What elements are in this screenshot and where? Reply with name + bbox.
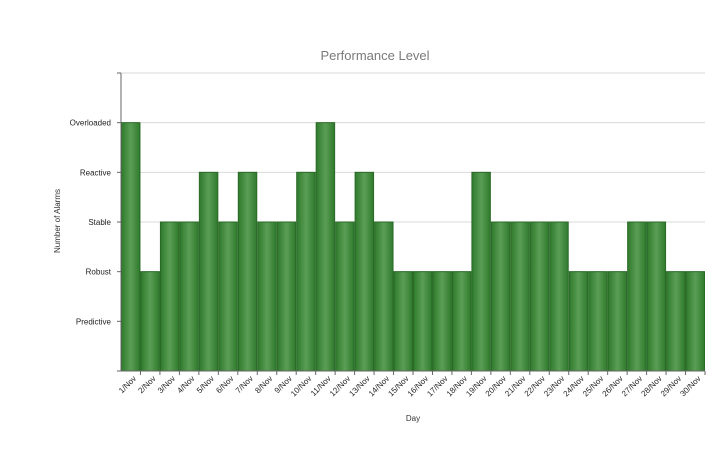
x-tick-label: 8/Nov bbox=[253, 374, 274, 395]
bar[interactable] bbox=[413, 271, 433, 372]
bar[interactable] bbox=[121, 122, 141, 372]
x-tick-label: 12/Nov bbox=[328, 374, 352, 398]
bar[interactable] bbox=[354, 171, 375, 372]
x-tick-label: 29/Nov bbox=[659, 374, 683, 398]
x-tick-label: 28/Nov bbox=[639, 374, 663, 398]
bar[interactable] bbox=[510, 221, 530, 372]
bar[interactable] bbox=[529, 221, 550, 372]
bar[interactable] bbox=[374, 221, 394, 372]
x-tick-label: 6/Nov bbox=[214, 374, 235, 395]
bar[interactable] bbox=[607, 271, 628, 372]
bar[interactable] bbox=[335, 221, 355, 372]
bar[interactable] bbox=[549, 221, 569, 372]
x-tick-label: 10/Nov bbox=[289, 374, 313, 398]
x-tick-label: 13/Nov bbox=[347, 374, 371, 398]
bar[interactable] bbox=[471, 171, 491, 372]
bar[interactable] bbox=[179, 221, 199, 372]
x-tick-label: 23/Nov bbox=[542, 374, 566, 398]
bar[interactable] bbox=[451, 271, 472, 372]
x-tick-label: 20/Nov bbox=[484, 374, 508, 398]
x-axis-label: Day bbox=[406, 414, 420, 423]
bars bbox=[121, 122, 705, 372]
axes bbox=[117, 72, 706, 375]
x-tick-label: 5/Nov bbox=[195, 374, 216, 395]
x-tick-label: 18/Nov bbox=[445, 374, 469, 398]
bar[interactable] bbox=[490, 221, 511, 372]
y-tick-label: Overloaded bbox=[70, 119, 111, 128]
y-tick-labels: Predictive Robust Stable Reactive Overloaded bbox=[70, 119, 112, 327]
x-tick-label: 25/Nov bbox=[581, 374, 605, 398]
x-tick-label: 26/Nov bbox=[601, 374, 625, 398]
y-tick-label: Stable bbox=[88, 218, 111, 227]
bar[interactable] bbox=[685, 271, 705, 372]
bar[interactable] bbox=[588, 271, 608, 372]
x-tick-label: 2/Nov bbox=[136, 374, 157, 395]
x-tick-label: 27/Nov bbox=[620, 374, 644, 398]
x-tick-label: 17/Nov bbox=[425, 374, 449, 398]
bar[interactable] bbox=[237, 171, 258, 372]
chart-title: Performance Level bbox=[320, 48, 429, 63]
y-axis-label: Number of Alarms bbox=[53, 189, 62, 253]
bar[interactable] bbox=[257, 221, 277, 372]
y-tick-label: Predictive bbox=[76, 317, 112, 326]
y-tick-label: Robust bbox=[86, 268, 112, 277]
bar[interactable] bbox=[432, 271, 452, 372]
x-tick-label: 3/Nov bbox=[156, 374, 177, 395]
bar[interactable] bbox=[218, 221, 238, 372]
x-tick-label: 14/Nov bbox=[367, 374, 391, 398]
bar[interactable] bbox=[296, 171, 316, 372]
bar[interactable] bbox=[646, 221, 667, 372]
bar[interactable] bbox=[627, 221, 647, 372]
x-tick-label: 24/Nov bbox=[562, 374, 586, 398]
x-tick-label: 15/Nov bbox=[386, 374, 410, 398]
x-tick-labels: 1/Nov2/Nov3/Nov4/Nov5/Nov6/Nov7/Nov8/Nov… bbox=[117, 374, 703, 398]
bar[interactable] bbox=[568, 271, 589, 372]
x-tick-label: 16/Nov bbox=[406, 374, 430, 398]
bar[interactable] bbox=[276, 221, 297, 372]
x-tick-label: 1/Nov bbox=[117, 374, 138, 395]
bar[interactable] bbox=[666, 271, 686, 372]
bar[interactable] bbox=[159, 221, 180, 372]
bar[interactable] bbox=[393, 271, 413, 372]
x-tick-label: 22/Nov bbox=[523, 374, 547, 398]
y-tick-label: Reactive bbox=[80, 168, 112, 177]
bar[interactable] bbox=[198, 171, 219, 372]
x-tick-label: 19/Nov bbox=[464, 374, 488, 398]
x-tick-label: 4/Nov bbox=[175, 374, 196, 395]
x-tick-label: 21/Nov bbox=[503, 374, 527, 398]
bar[interactable] bbox=[315, 122, 336, 372]
x-tick-label: 30/Nov bbox=[678, 374, 702, 398]
bar[interactable] bbox=[140, 271, 160, 372]
x-tick-label: 7/Nov bbox=[234, 374, 255, 395]
